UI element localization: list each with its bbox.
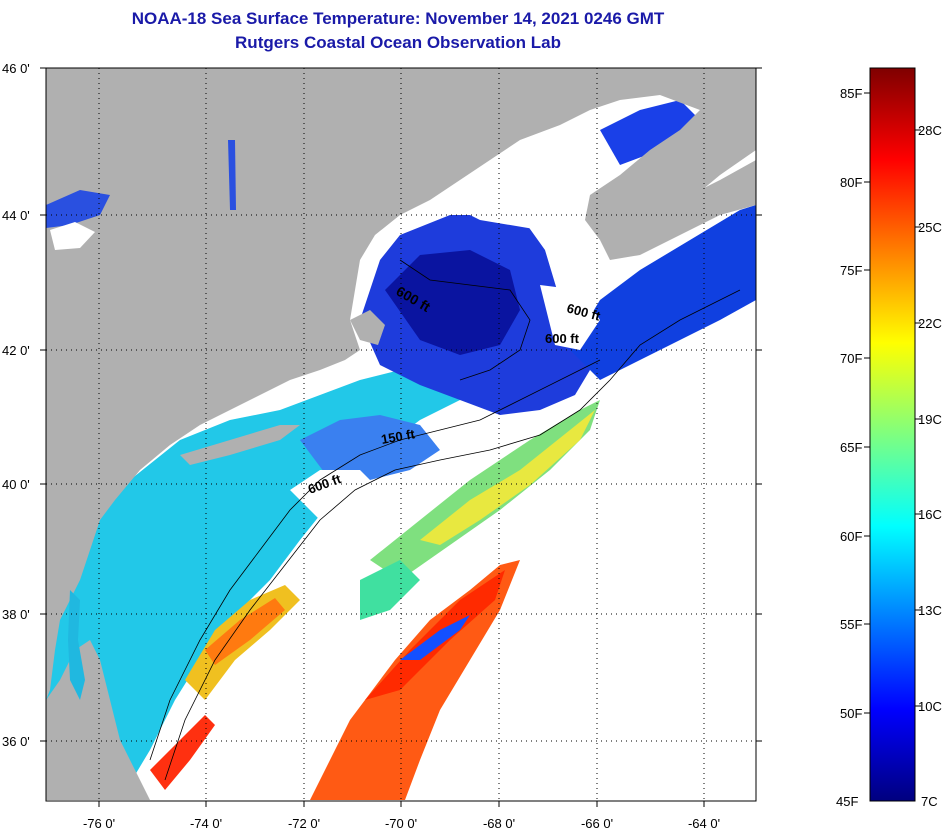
mid-shelf-transition [300,415,440,480]
land-cape-cod [350,310,385,345]
lake-ontario-water [46,190,110,228]
colorbar [869,67,916,802]
cloud-patch-shelf [290,470,380,520]
long-island [180,425,300,465]
map-title: NOAA-18 Sea Surface Temperature: Novembe… [131,9,665,28]
land-northeast [46,68,756,700]
contour-label: 150 ft [380,426,417,447]
colorbar-c-label: 10C [918,699,942,714]
colorbar-f-label: 55F [840,617,862,632]
lat-tick-label: 36 0' [2,734,30,749]
contour-line-150ft [149,359,601,761]
lon-tick-label: -70 0' [385,816,417,831]
lat-tick-label: 44 0' [2,208,30,223]
land-nova-scotia [600,160,756,260]
colorbar-f-label: 85F [840,86,862,101]
offshore-green-patch [360,560,420,620]
colorbar-f-label: 70F [840,351,862,366]
colorbar-f-label: 45F [836,794,858,809]
colorbar-f-label: 50F [840,706,862,721]
lon-tick-label: -72 0' [288,816,320,831]
shelf-warm-core [205,598,285,665]
lake-ontario-cloud [50,222,95,250]
shelf-water [46,370,470,800]
colorbar-f-label: 60F [840,529,862,544]
colorbar-f-label: 80F [840,175,862,190]
contour-line-gulf-maine [399,259,531,381]
lat-tick-label: 46 0' [2,61,30,76]
lat-tick-label: 40 0' [2,477,30,492]
cloud-patch-georges [540,285,600,350]
map-area: 600 ft 600 ft 600 ft 150 ft 600 ft [46,68,756,801]
lake-champlain [228,140,236,210]
graticule [46,68,756,801]
bay-of-fundy-water [600,100,700,165]
gulf-of-maine-core [385,250,520,355]
colorbar-c-label: 28C [918,123,942,138]
lat-tick-label: 42 0' [2,343,30,358]
offshore-cool-filament [400,615,470,660]
cloud-patch-maine [440,130,600,230]
colorbar-f-label: 65F [840,440,862,455]
lon-tick-label: -66 0' [581,816,613,831]
lat-tick-label: 38 0' [2,607,30,622]
lon-tick-label: -64 0' [688,816,720,831]
chesapeake-bay [68,590,85,700]
colorbar-c-label: 16C [918,507,942,522]
slope-water-warm [420,410,595,545]
map-ticks [40,67,762,807]
lon-tick-label: -76 0' [83,816,115,831]
colorbar-ticks [864,92,921,714]
contour-line-600ft [164,289,741,781]
map-subtitle: Rutgers Coastal Ocean Observation Lab [235,33,561,52]
southern-warm-water [150,715,215,790]
contour-label: 600 ft [545,331,580,346]
lon-tick-label: -74 0' [190,816,222,831]
colorbar-c-label: 22C [918,316,942,331]
lon-tick-label: -68 0' [483,816,515,831]
colorbar-c-label: 19C [918,412,942,427]
nova-scotia-shelf-water [570,205,756,380]
colorbar-c-label: 13C [918,603,942,618]
colorbar-c-label: 7C [921,794,938,809]
colorbar-f-label: 75F [840,263,862,278]
colorbar-c-label: 25C [918,220,942,235]
